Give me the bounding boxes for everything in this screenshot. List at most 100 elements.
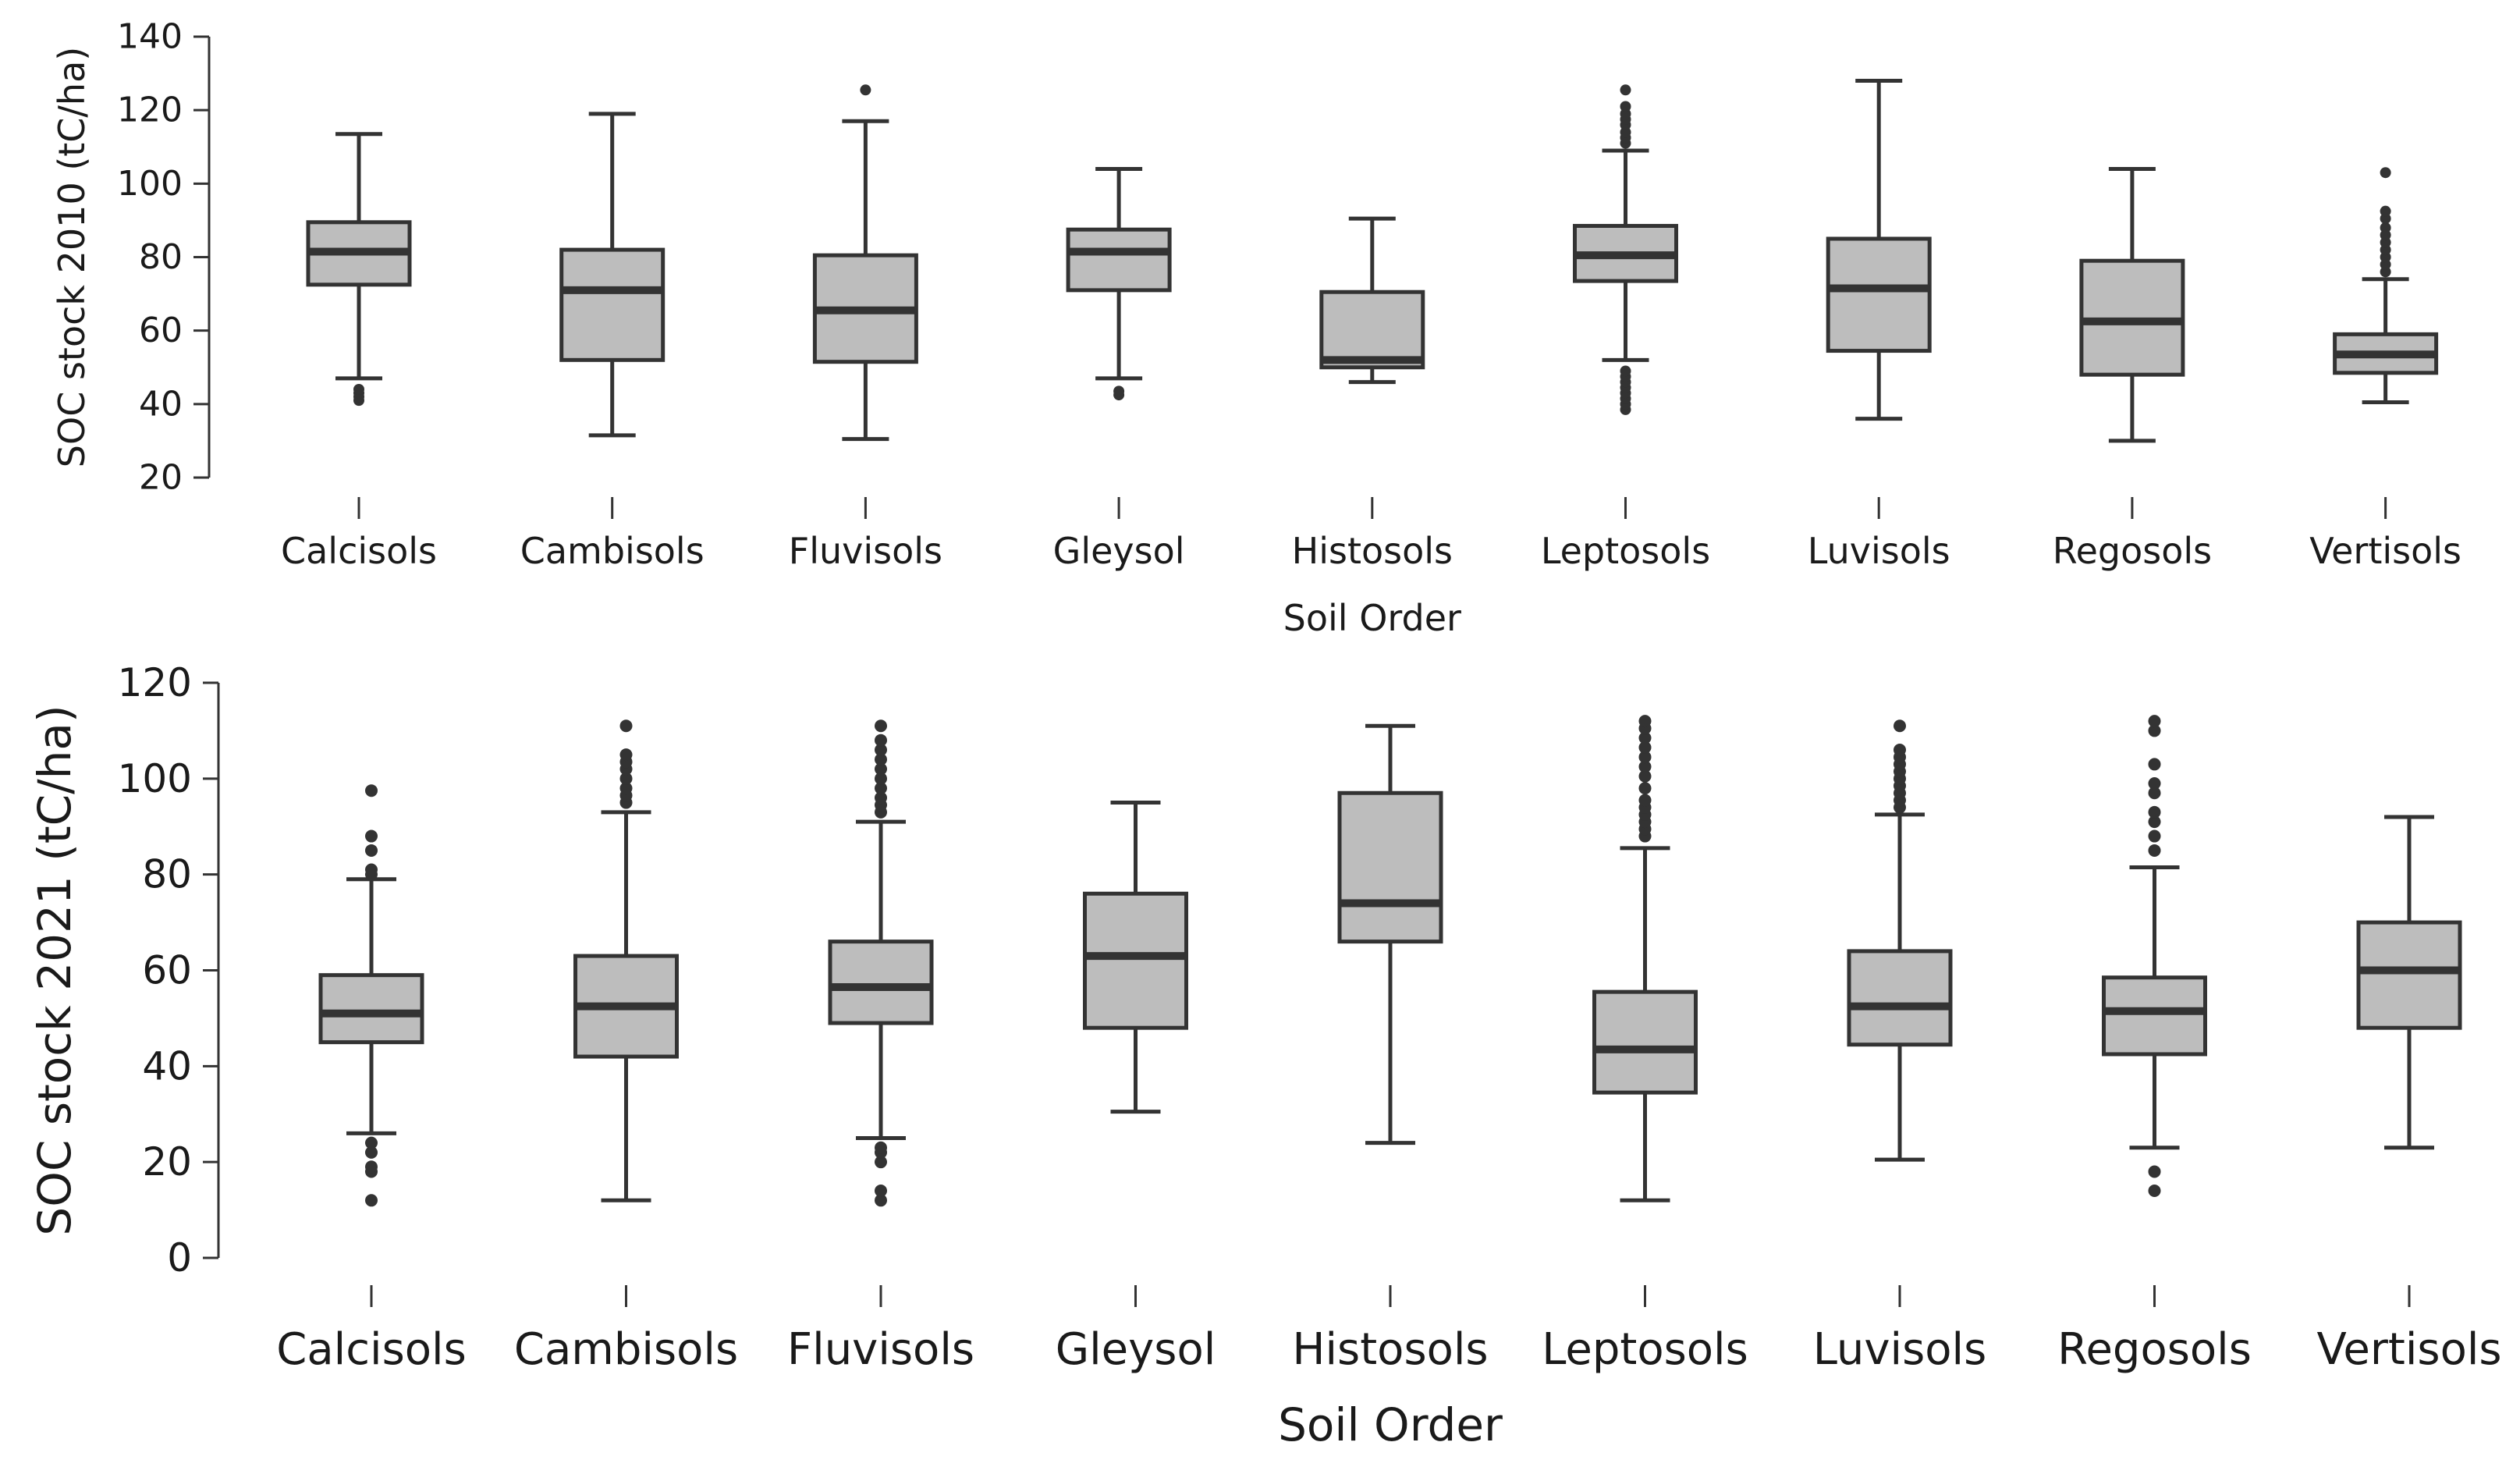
x-tick-label: Cambisols: [514, 1324, 738, 1375]
x-tick-label: Calcisols: [281, 530, 437, 572]
x-tick-label: Fluvisols: [789, 530, 942, 572]
x-tick-label: Gleysol: [1056, 1324, 1216, 1375]
outlier-point: [619, 748, 633, 762]
outlier-point: [2148, 815, 2161, 829]
outlier-point: [2380, 167, 2391, 179]
outlier-point: [2148, 724, 2161, 737]
outlier-point: [619, 782, 633, 795]
y-tick-label: 40: [139, 384, 183, 424]
outlier-point: [1638, 751, 1652, 764]
outlier-point: [875, 791, 887, 805]
box-cambisols: Cambisols: [520, 112, 705, 572]
outlier-point: [860, 84, 871, 96]
outlier-point: [1894, 743, 1906, 756]
outlier-point: [2148, 805, 2161, 819]
outlier-point: [1894, 719, 1906, 733]
outlier-point: [1638, 769, 1652, 783]
x-tick-label: Regosols: [2057, 1324, 2252, 1375]
chart-panel-1: 20 40 60 80 100 120 140 SOC stock 2010 (tC/ha) C…: [51, 17, 2461, 640]
box-cambisols: Cambisols: [514, 719, 738, 1375]
box-calcisols: Calcisols: [276, 784, 467, 1375]
iqr-box: [1066, 227, 1172, 293]
x-axis-label: Soil Order: [1278, 1398, 1503, 1451]
x-tick-label: Vertisols: [2309, 530, 2461, 572]
y-tick-label: 40: [142, 1043, 192, 1089]
iqr-box: [1083, 891, 1188, 1030]
outlier-point: [875, 734, 887, 747]
x-tick-label: Cambisols: [520, 530, 705, 572]
outlier-point: [619, 772, 633, 785]
outlier-point: [1638, 715, 1652, 728]
box-vertisols: Vertisols: [2309, 167, 2461, 572]
box-leptosols: Leptosols: [1542, 715, 1748, 1375]
box-regosols: Regosols: [2053, 167, 2212, 572]
x-tick-label: Luvisols: [1813, 1324, 1987, 1375]
y-tick-label: 120: [118, 660, 192, 705]
outlier-point: [2148, 829, 2161, 843]
outlier-point: [1638, 794, 1652, 807]
outlier-point: [365, 1160, 378, 1174]
y-tick-label: 100: [117, 164, 183, 204]
outlier-point: [2148, 758, 2161, 771]
box-luvisols: Luvisols: [1808, 79, 1950, 572]
outlier-point: [875, 753, 887, 766]
y-tick-label: 80: [139, 237, 183, 277]
y-tick-label: 140: [117, 17, 183, 57]
y-tick-label: 60: [142, 948, 192, 993]
box-gleysol: Gleysol: [1053, 167, 1185, 572]
iqr-box: [1592, 989, 1698, 1095]
outlier-point: [1638, 782, 1652, 795]
outlier-point: [2148, 1165, 2161, 1178]
outlier-point: [2148, 1185, 2161, 1198]
x-tick-label: Vertisols: [2316, 1324, 2501, 1375]
outlier-point: [2380, 205, 2391, 217]
outlier-point: [1113, 385, 1125, 397]
outlier-point: [353, 384, 364, 395]
x-tick-label: Histosols: [1292, 530, 1453, 572]
box-histosols: Histosols: [1292, 723, 1489, 1375]
outlier-point: [875, 1185, 887, 1198]
x-tick-label: Fluvisols: [787, 1324, 974, 1375]
outlier-point: [1638, 731, 1652, 744]
iqr-box: [828, 940, 934, 1025]
outlier-point: [875, 1194, 887, 1207]
outlier-point: [875, 1141, 887, 1154]
box-fluvisols: Fluvisols: [787, 719, 974, 1375]
x-tick-label: Histosols: [1292, 1324, 1488, 1375]
box-leptosols: Leptosols: [1541, 84, 1710, 572]
outlier-point: [875, 743, 887, 756]
box-calcisols: Calcisols: [281, 132, 437, 572]
outlier-point: [2148, 776, 2161, 790]
outlier-point: [365, 844, 378, 857]
chart-panel-2: 0 20 40 60 80 100 120 SOC stock 2021 (tC/ha) Cal…: [28, 660, 2502, 1451]
outlier-point: [365, 1194, 378, 1207]
outlier-point: [365, 829, 378, 843]
x-axis-label: Soil Order: [1283, 597, 1461, 639]
y-tick-label: 20: [139, 458, 183, 498]
x-tick-label: Gleysol: [1053, 530, 1185, 572]
x-tick-label: Regosols: [2053, 530, 2212, 572]
y-tick-label: 100: [118, 756, 192, 801]
outlier-point: [875, 762, 887, 776]
y-axis-label: SOC stock 2021 (tC/ha): [28, 705, 81, 1235]
outlier-point: [365, 1136, 378, 1149]
iqr-box: [1337, 790, 1443, 944]
iqr-box: [1847, 949, 1953, 1047]
x-tick-label: Leptosols: [1542, 1324, 1748, 1375]
y-axis-label: SOC stock 2010 (tC/ha): [51, 47, 93, 467]
box-regosols: Regosols: [2057, 715, 2252, 1375]
box-luvisols: Luvisols: [1813, 719, 1987, 1375]
box-vertisols: Vertisols: [2316, 815, 2502, 1375]
outlier-point: [875, 782, 887, 795]
y-tick-label: 0: [167, 1235, 192, 1281]
outlier-point: [1620, 365, 1631, 377]
outlier-point: [875, 719, 887, 733]
outlier-point: [1638, 760, 1652, 773]
outlier-point: [2148, 787, 2161, 800]
y-tick-label: 60: [139, 311, 183, 350]
outlier-point: [2148, 844, 2161, 857]
x-tick-label: Leptosols: [1541, 530, 1710, 572]
iqr-box: [1826, 236, 1932, 353]
